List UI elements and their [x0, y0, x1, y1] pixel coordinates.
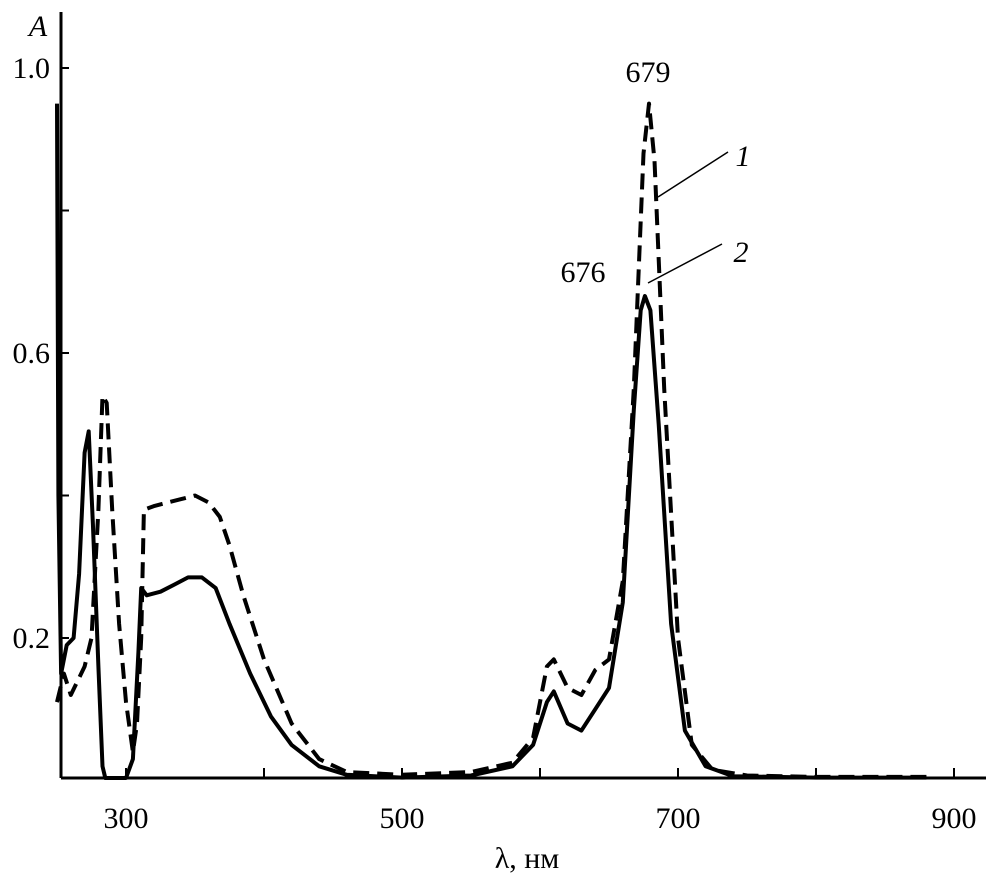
y-tick-label-0.6: 0.6	[13, 337, 51, 370]
annotations: 679 676 1 2	[561, 56, 751, 289]
x-tick-label-700: 700	[656, 802, 701, 835]
leader-line-2	[647, 243, 723, 284]
curve-label-1: 1	[736, 140, 751, 173]
series-group	[55, 101, 927, 780]
series-line-2	[55, 103, 927, 780]
peak-label-679: 679	[626, 56, 671, 89]
leader-line-1	[657, 151, 729, 198]
x-axis-label: λ, нм	[495, 842, 560, 875]
ticks: 300 500 700 900 0.2 0.6 1.0 Aλ, нм	[13, 10, 977, 875]
y-axis-label: A	[27, 10, 48, 43]
y-tick-label-1: 1.0	[13, 52, 51, 85]
x-tick-label-500: 500	[380, 802, 425, 835]
y-tick-label-0.2: 0.2	[13, 622, 51, 655]
series-line-1	[55, 101, 927, 779]
x-tick-label-300: 300	[104, 802, 149, 835]
peak-label-676: 676	[561, 256, 606, 289]
curve-label-2: 2	[734, 236, 749, 269]
x-tick-label-900: 900	[932, 802, 977, 835]
axes	[59, 12, 986, 780]
